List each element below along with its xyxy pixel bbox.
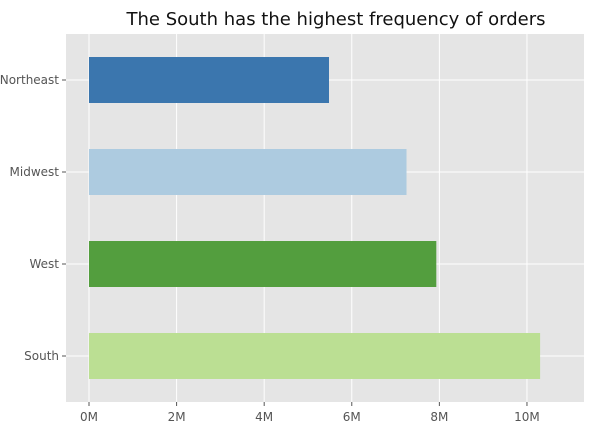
y-tick-label-west: West xyxy=(29,257,59,271)
x-tick-label-2: 4M xyxy=(255,410,273,424)
bar-midwest xyxy=(89,149,407,195)
x-axis-ticks: 0M 2M 4M 6M 8M 10M xyxy=(80,402,540,424)
y-tick-label-northeast: Northeast xyxy=(0,73,59,87)
x-tick-label-1: 2M xyxy=(168,410,186,424)
bar-northeast xyxy=(89,57,330,103)
bars xyxy=(89,57,541,379)
bar-west xyxy=(89,241,437,287)
chart-title: The South has the highest frequency of o… xyxy=(126,9,546,30)
bar-south xyxy=(89,333,541,379)
x-tick-label-0: 0M xyxy=(80,410,98,424)
y-tick-label-midwest: Midwest xyxy=(10,165,60,179)
x-tick-label-5: 10M xyxy=(514,410,540,424)
x-tick-label-3: 6M xyxy=(343,410,361,424)
y-axis-ticks: South West Midwest Northeast xyxy=(0,73,66,363)
y-tick-label-south: South xyxy=(24,349,59,363)
x-tick-label-4: 8M xyxy=(430,410,448,424)
